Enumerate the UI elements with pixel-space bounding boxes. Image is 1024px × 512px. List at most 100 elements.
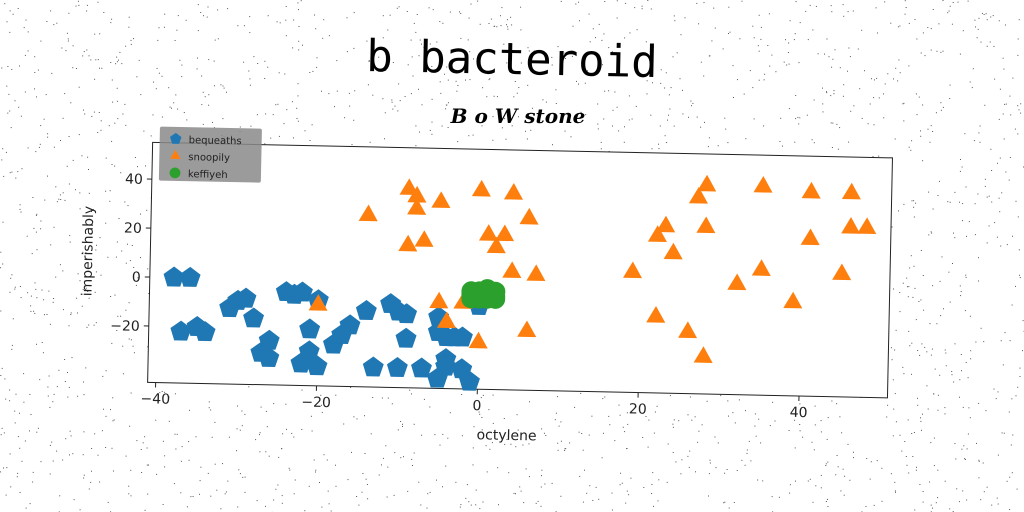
noise-dot [690,100,692,102]
noise-dot [789,484,791,486]
noise-dot [980,41,982,43]
noise-dot [915,319,917,321]
noise-dot [351,451,352,453]
noise-dot [619,484,621,486]
noise-dot [795,118,797,120]
noise-dot [815,5,817,7]
noise-dot [520,490,522,492]
noise-dot [140,257,141,259]
noise-dot [919,484,921,485]
noise-dot [66,165,68,167]
noise-dot [994,78,996,80]
noise-dot [837,148,839,150]
noise-dot [843,15,845,17]
noise-dot [1001,432,1003,434]
noise-dot [159,392,161,394]
noise-dot [525,130,526,132]
noise-dot [211,436,213,438]
noise-dot [639,53,641,55]
noise-dot [46,314,48,315]
noise-dot [79,208,81,210]
noise-dot [830,95,832,97]
noise-dot [120,172,122,174]
noise-dot [977,193,979,195]
noise-dot [1009,95,1011,97]
noise-dot [733,97,734,98]
noise-dot [680,34,682,36]
noise-dot [146,464,148,466]
noise-dot [811,139,813,141]
noise-dot [61,47,63,49]
noise-dot [913,216,915,218]
noise-dot [974,19,976,21]
noise-dot [571,55,573,57]
noise-dot [1010,114,1012,116]
snoopily-point [495,224,515,242]
noise-dot [285,403,287,405]
noise-dot [496,96,498,98]
noise-dot [82,288,84,290]
noise-dot [335,464,336,466]
noise-dot [904,441,906,442]
noise-dot [9,31,11,33]
noise-dot [75,189,76,191]
noise-dot [394,105,396,107]
noise-dot [129,425,131,427]
noise-dot [197,30,199,32]
noise-dot [965,276,967,278]
noise-dot [146,209,148,211]
noise-dot [116,330,118,331]
noise-dot [844,475,846,477]
noise-dot [44,199,46,201]
noise-dot [650,114,652,116]
noise-dot [14,422,16,424]
noise-dot [656,405,658,407]
noise-dot [999,88,1001,90]
noise-dot [597,128,599,130]
noise-dot [938,23,940,25]
noise-dot [6,467,8,469]
noise-dot [939,374,941,376]
noise-dot [1020,112,1022,114]
y-tick-label: 20 [124,221,142,237]
noise-dot [427,493,429,495]
noise-dot [635,406,637,408]
noise-dot [55,186,57,188]
noise-dot [470,504,472,506]
noise-dot [965,362,967,363]
noise-dot [260,406,262,408]
noise-dot [485,445,487,447]
x-tick-label: 20 [629,401,647,417]
noise-dot [207,6,209,8]
noise-dot [127,205,129,207]
noise-dot [641,5,643,7]
noise-dot [293,137,294,139]
noise-dot [32,471,34,473]
noise-dot [432,9,434,11]
noise-dot [822,103,824,105]
noise-dot [914,19,916,20]
noise-dot [35,288,37,290]
noise-dot [708,473,710,475]
noise-dot [58,369,60,371]
noise-dot [404,96,406,97]
snoopily-point [502,261,522,279]
noise-dot [930,231,932,233]
noise-dot [768,13,770,15]
noise-dot [883,117,885,119]
noise-dot [871,78,872,80]
noise-dot [679,78,681,80]
noise-dot [976,37,978,39]
noise-dot [34,88,35,90]
noise-dot [560,0,562,2]
noise-dot [927,27,929,28]
noise-dot [346,17,348,19]
noise-dot [962,490,964,492]
noise-dot [447,79,449,81]
noise-dot [501,7,503,9]
noise-dot [833,90,835,92]
noise-dot [935,502,937,504]
noise-dot [830,122,832,124]
noise-dot [413,452,415,454]
noise-dot [35,214,37,216]
